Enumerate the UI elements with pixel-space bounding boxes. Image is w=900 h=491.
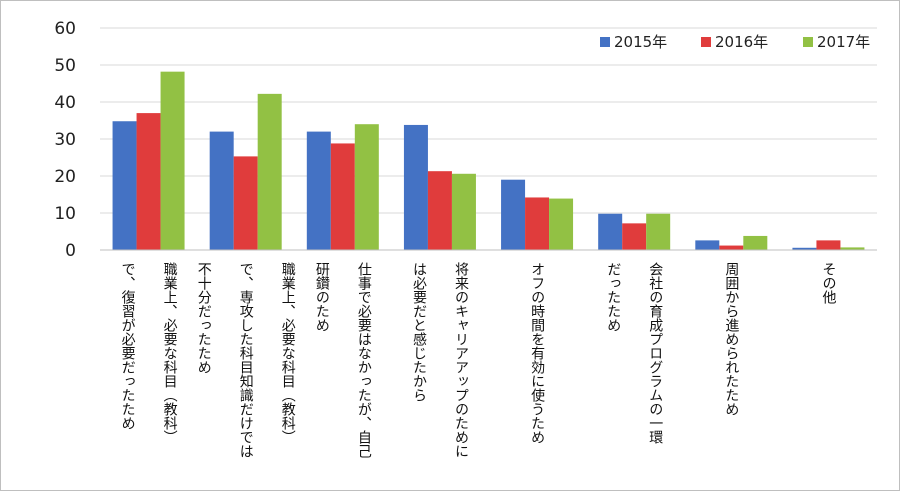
category-label: オフの時間を有効に使うため bbox=[529, 262, 545, 444]
category-label: だったため bbox=[605, 262, 621, 332]
y-tick-label: 20 bbox=[54, 167, 76, 187]
bar-1-6 bbox=[598, 213, 623, 250]
bar-2-3 bbox=[330, 143, 355, 250]
y-tick-label: 40 bbox=[54, 93, 76, 113]
bar-3-5 bbox=[549, 198, 574, 250]
category-label: 仕事で必要はなかったが、自己 bbox=[356, 262, 372, 458]
category-labels: 職業上、必要な科目（教科） で、復習が必要だったため 職業上、必要な科目（教科） で、… bbox=[120, 262, 837, 458]
y-tick-label: 0 bbox=[65, 241, 76, 261]
legend: 2015年 2016年 2017年 bbox=[600, 33, 870, 51]
y-tick-label: 50 bbox=[54, 56, 76, 76]
category-label: 会社の育成プログラムの一環 bbox=[647, 262, 663, 444]
category-label: 職業上、必要な科目（教科） bbox=[162, 262, 178, 444]
bar-1-4 bbox=[403, 124, 428, 250]
category-label: 職業上、必要な科目（教科） bbox=[280, 262, 296, 444]
bar-3-7 bbox=[743, 235, 768, 250]
category-label: は必要だと感じたから bbox=[411, 262, 427, 402]
bar-1-3 bbox=[306, 131, 331, 250]
bar-2-8 bbox=[816, 240, 841, 250]
bar-2-2 bbox=[233, 156, 258, 250]
category-label: 研鑽のため bbox=[314, 262, 330, 332]
bar-2-4 bbox=[427, 171, 452, 250]
category-label: で、専攻した科目知識だけでは bbox=[238, 262, 254, 458]
bar-2-6 bbox=[622, 223, 647, 250]
bar-3-3 bbox=[354, 124, 379, 250]
category-label: 周囲から進められたため bbox=[723, 262, 739, 416]
bar-3-2 bbox=[257, 93, 282, 250]
y-tick-label: 30 bbox=[54, 130, 76, 150]
category-label: 将来のキャリアアップのために bbox=[453, 262, 469, 458]
category-label: で、復習が必要だったため bbox=[120, 262, 136, 430]
bar-1-8 bbox=[792, 247, 817, 250]
legend-label: 2015年 bbox=[614, 33, 667, 51]
legend-label: 2017年 bbox=[817, 33, 870, 51]
legend-swatch bbox=[803, 37, 813, 47]
y-tick-label: 10 bbox=[54, 204, 76, 224]
bar-3-4 bbox=[451, 173, 476, 250]
bar-3-1 bbox=[160, 71, 185, 250]
legend-swatch bbox=[600, 37, 610, 47]
legend-swatch bbox=[701, 37, 711, 47]
bar-1-7 bbox=[695, 240, 720, 250]
y-tick-label: 60 bbox=[54, 19, 76, 39]
bars bbox=[112, 71, 865, 251]
bar-1-5 bbox=[501, 179, 526, 250]
bar-2-7 bbox=[719, 245, 744, 250]
category-label: その他 bbox=[820, 262, 836, 305]
legend-label: 2016年 bbox=[715, 33, 768, 51]
bar-2-5 bbox=[525, 197, 550, 250]
category-label: 不十分だったため bbox=[196, 262, 212, 374]
y-axis-ticks: 0 10 20 30 40 50 60 bbox=[54, 19, 76, 261]
bar-3-6 bbox=[646, 213, 671, 250]
bar-1-1 bbox=[112, 121, 137, 251]
bar-1-2 bbox=[209, 131, 234, 250]
bar-2-1 bbox=[136, 113, 161, 250]
bar-3-8 bbox=[840, 247, 865, 250]
